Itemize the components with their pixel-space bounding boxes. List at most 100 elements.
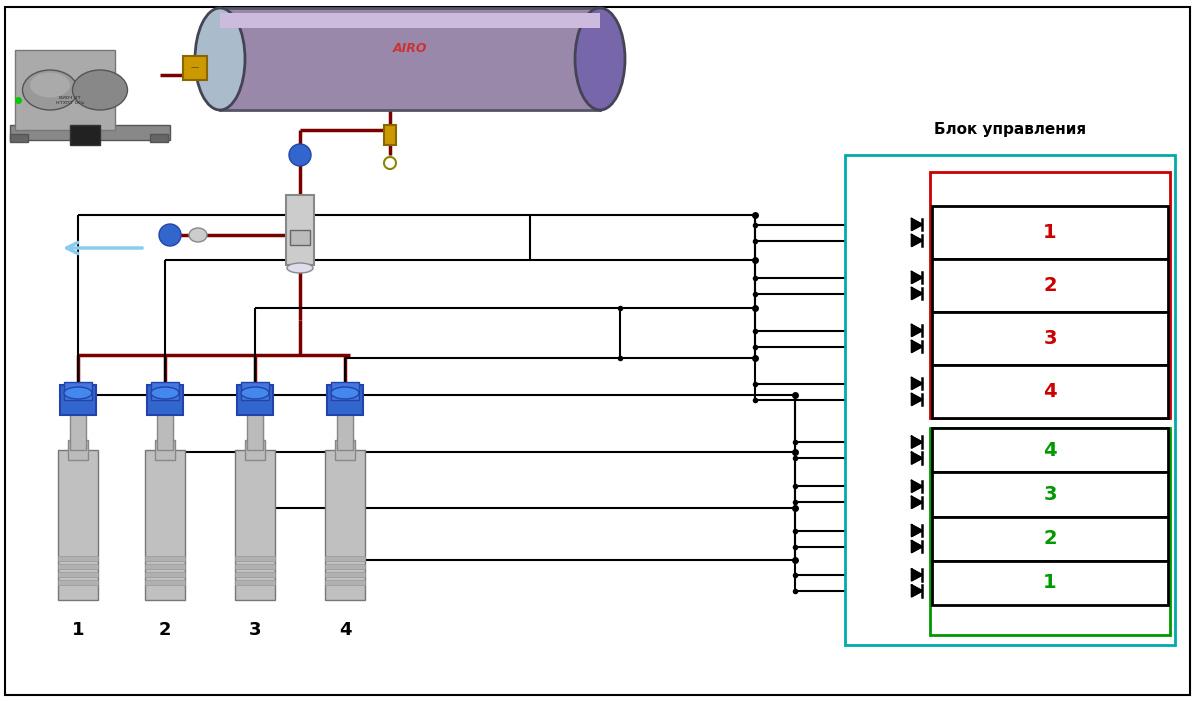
Bar bbox=[235, 556, 275, 561]
Bar bbox=[59, 556, 98, 561]
Bar bbox=[71, 410, 86, 450]
Bar bbox=[183, 56, 207, 80]
Ellipse shape bbox=[575, 8, 625, 110]
Ellipse shape bbox=[241, 387, 269, 399]
Bar bbox=[384, 125, 396, 145]
Bar bbox=[930, 172, 1170, 418]
Bar bbox=[237, 385, 272, 415]
Bar bbox=[235, 580, 275, 585]
Text: 2: 2 bbox=[159, 621, 171, 639]
Polygon shape bbox=[912, 394, 923, 405]
Ellipse shape bbox=[30, 72, 71, 97]
Bar bbox=[145, 580, 185, 585]
Polygon shape bbox=[912, 325, 923, 336]
Bar bbox=[932, 517, 1168, 561]
Bar bbox=[145, 556, 185, 561]
Text: 4: 4 bbox=[338, 621, 351, 639]
Bar bbox=[932, 259, 1168, 312]
Bar bbox=[60, 385, 96, 415]
Bar bbox=[932, 561, 1168, 605]
Ellipse shape bbox=[159, 224, 180, 246]
Bar bbox=[930, 428, 1170, 635]
Text: Блок управления: Блок управления bbox=[934, 122, 1086, 137]
Bar bbox=[932, 312, 1168, 365]
Bar bbox=[145, 564, 185, 569]
Bar bbox=[71, 125, 100, 145]
Text: 3: 3 bbox=[249, 621, 262, 639]
Ellipse shape bbox=[287, 263, 313, 273]
Polygon shape bbox=[912, 480, 923, 492]
Bar bbox=[220, 13, 600, 28]
Bar bbox=[59, 572, 98, 577]
Bar bbox=[325, 450, 364, 600]
Polygon shape bbox=[912, 378, 923, 389]
Polygon shape bbox=[912, 525, 923, 536]
Text: виоч хт
нтхпт ось: виоч хт нтхпт ось bbox=[56, 95, 84, 105]
Polygon shape bbox=[912, 341, 923, 353]
Polygon shape bbox=[912, 235, 923, 246]
Bar bbox=[932, 365, 1168, 418]
Text: 1: 1 bbox=[1043, 573, 1056, 592]
Bar bbox=[68, 440, 88, 460]
Bar bbox=[235, 564, 275, 569]
Bar bbox=[235, 450, 275, 600]
Polygon shape bbox=[912, 496, 923, 508]
Bar bbox=[932, 206, 1168, 259]
Ellipse shape bbox=[189, 228, 207, 242]
Bar bbox=[151, 382, 179, 400]
Ellipse shape bbox=[73, 70, 128, 110]
Bar bbox=[10, 134, 27, 142]
Text: 3: 3 bbox=[1043, 485, 1056, 504]
Bar bbox=[235, 572, 275, 577]
Bar bbox=[845, 155, 1175, 645]
Polygon shape bbox=[912, 272, 923, 283]
Bar bbox=[59, 450, 98, 600]
Bar bbox=[331, 382, 358, 400]
Bar bbox=[155, 440, 174, 460]
Bar bbox=[247, 410, 263, 450]
Text: Подъём: Подъём bbox=[1009, 180, 1091, 198]
Text: 1: 1 bbox=[1043, 223, 1056, 242]
Polygon shape bbox=[912, 569, 923, 580]
Text: 2: 2 bbox=[1043, 276, 1056, 295]
Polygon shape bbox=[912, 219, 923, 231]
Bar bbox=[157, 410, 173, 450]
Bar bbox=[10, 125, 170, 140]
Bar bbox=[337, 410, 353, 450]
Ellipse shape bbox=[331, 387, 358, 399]
Bar bbox=[325, 572, 364, 577]
Ellipse shape bbox=[151, 387, 179, 399]
Bar bbox=[16, 50, 115, 130]
Bar bbox=[65, 382, 92, 400]
Ellipse shape bbox=[289, 144, 311, 166]
Bar bbox=[932, 428, 1168, 472]
Bar bbox=[932, 472, 1168, 517]
Bar bbox=[327, 385, 363, 415]
Polygon shape bbox=[912, 287, 923, 299]
Ellipse shape bbox=[195, 8, 245, 110]
Text: —: — bbox=[191, 64, 200, 72]
Bar bbox=[325, 556, 364, 561]
Polygon shape bbox=[912, 452, 923, 464]
Bar bbox=[241, 382, 269, 400]
Bar bbox=[147, 385, 183, 415]
Bar bbox=[145, 572, 185, 577]
Bar bbox=[151, 134, 168, 142]
Bar bbox=[325, 580, 364, 585]
Text: 4: 4 bbox=[1043, 441, 1056, 460]
Bar bbox=[290, 230, 310, 245]
Text: 3: 3 bbox=[1043, 329, 1056, 348]
Text: 2: 2 bbox=[1043, 529, 1056, 548]
Bar bbox=[325, 564, 364, 569]
Bar bbox=[335, 440, 355, 460]
Ellipse shape bbox=[65, 387, 92, 399]
Polygon shape bbox=[912, 585, 923, 597]
Bar bbox=[245, 440, 265, 460]
Bar bbox=[59, 564, 98, 569]
Ellipse shape bbox=[23, 70, 78, 110]
Text: АIRО: АIRО bbox=[393, 43, 428, 55]
Polygon shape bbox=[912, 540, 923, 552]
Bar bbox=[286, 195, 314, 265]
Text: 4: 4 bbox=[1043, 382, 1056, 401]
Polygon shape bbox=[912, 436, 923, 448]
